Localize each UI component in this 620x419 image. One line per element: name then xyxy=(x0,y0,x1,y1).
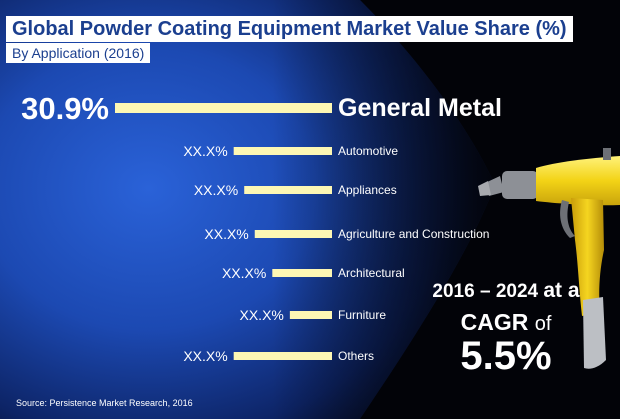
category-label: General Metal xyxy=(338,94,502,122)
category-label: Furniture xyxy=(338,308,386,322)
category-label: Appliances xyxy=(338,183,397,197)
cagr-at-a: at a xyxy=(543,279,580,302)
cagr-label: CAGR xyxy=(460,309,529,335)
value-label: XX.X% xyxy=(240,307,284,323)
bar-agriculture-and-construction xyxy=(254,230,332,238)
source-note: Source: Persistence Market Research, 201… xyxy=(16,398,193,408)
cagr-of: of xyxy=(534,313,552,335)
value-label: XX.X% xyxy=(194,182,238,198)
bar-others xyxy=(233,352,332,360)
cagr-value: 5.5% xyxy=(460,334,552,378)
category-label: Architectural xyxy=(338,266,405,280)
bar-general-metal xyxy=(115,103,332,113)
bar-appliances xyxy=(244,186,332,194)
category-label: Automotive xyxy=(338,144,398,158)
bar-automotive xyxy=(233,147,332,155)
cagr-period: 2016 – 2024 xyxy=(432,281,539,302)
value-label: XX.X% xyxy=(222,265,266,281)
category-label: Agriculture and Construction xyxy=(338,227,489,241)
category-label: Others xyxy=(338,349,374,363)
chart-subtitle: By Application (2016) xyxy=(6,43,151,63)
spray-gun-icon xyxy=(478,148,620,369)
bar-furniture xyxy=(289,311,332,319)
value-label: XX.X% xyxy=(183,348,227,364)
value-label: 30.9% xyxy=(21,91,109,126)
chart-title: Global Powder Coating Equipment Market V… xyxy=(6,16,573,42)
bar-architectural xyxy=(272,269,332,277)
cagr-callout: 2016 – 2024 at a CAGR of 5.5% xyxy=(428,279,584,379)
value-label: XX.X% xyxy=(183,143,227,159)
value-label: XX.X% xyxy=(204,226,248,242)
